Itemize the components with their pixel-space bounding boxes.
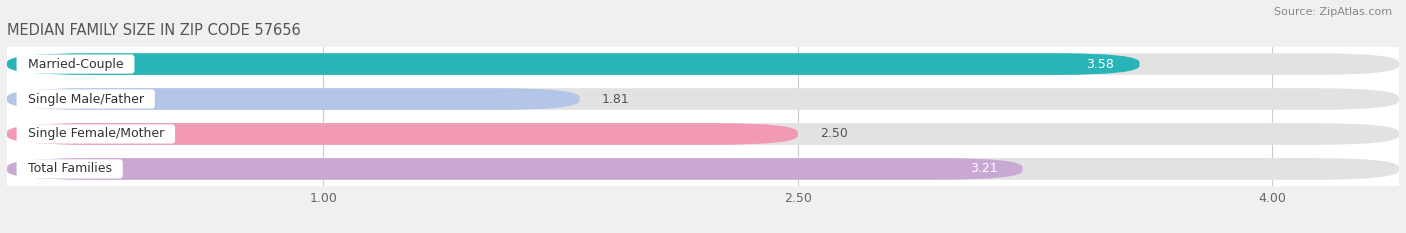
Text: MEDIAN FAMILY SIZE IN ZIP CODE 57656: MEDIAN FAMILY SIZE IN ZIP CODE 57656 [7, 24, 301, 38]
Text: Total Families: Total Families [20, 162, 120, 175]
FancyBboxPatch shape [7, 88, 1399, 110]
Text: Single Male/Father: Single Male/Father [20, 93, 152, 106]
Text: Married-Couple: Married-Couple [20, 58, 131, 71]
FancyBboxPatch shape [7, 123, 799, 145]
Text: 1.81: 1.81 [602, 93, 630, 106]
Text: 3.21: 3.21 [970, 162, 997, 175]
FancyBboxPatch shape [7, 53, 1399, 75]
FancyBboxPatch shape [7, 123, 1399, 145]
FancyBboxPatch shape [7, 158, 1022, 180]
FancyBboxPatch shape [7, 53, 1140, 75]
FancyBboxPatch shape [7, 88, 579, 110]
Text: 2.50: 2.50 [820, 127, 848, 140]
FancyBboxPatch shape [7, 158, 1399, 180]
Text: 3.58: 3.58 [1087, 58, 1115, 71]
Text: Source: ZipAtlas.com: Source: ZipAtlas.com [1274, 7, 1392, 17]
Text: Single Female/Mother: Single Female/Mother [20, 127, 172, 140]
